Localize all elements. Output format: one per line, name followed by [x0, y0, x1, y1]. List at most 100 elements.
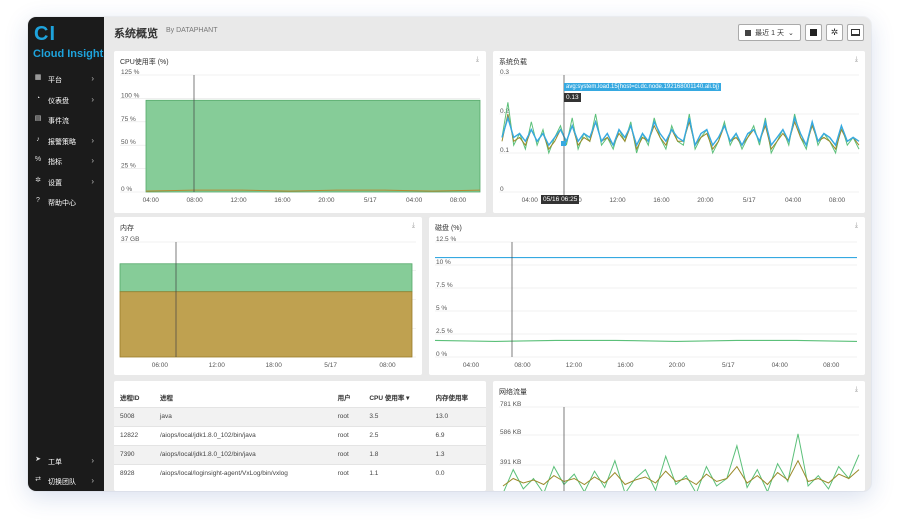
table-row[interactable]: 5008 java root 3.5 13.0	[114, 406, 486, 426]
sidebar-item-percent[interactable]: % 指标 ›	[28, 151, 104, 171]
y-tick-label: 586 KB	[500, 429, 521, 436]
table-row[interactable]: 7390/aiops/local/jdk1.8.0_102/bin/java ro…	[114, 444, 486, 464]
chevron-right-icon: ›	[91, 456, 94, 465]
gear-icon: ✲	[830, 27, 839, 37]
table-row[interactable]: 8928/aiops/local/loginsight-agent/VxLog/…	[114, 463, 486, 483]
sidebar-item-help[interactable]: ? 帮助中心	[28, 192, 104, 212]
sidebar-item-bell[interactable]: ♪ 报警策略 ›	[28, 131, 104, 151]
table-cell: root	[331, 444, 364, 464]
load-chart[interactable]: 0.3 0.2 0.1 0 04:00 08:00 12:00 16:00 20:00 5/17 0…	[493, 51, 865, 213]
dashboard-icon: ◔	[35, 94, 41, 102]
sidebar-item-calendar[interactable]: ▤ 事件流	[28, 110, 104, 130]
download-icon[interactable]: ⤓	[854, 222, 858, 229]
table-cell: 13.0	[429, 406, 486, 426]
sidebar-item-label: 切换团队	[48, 479, 76, 486]
series-load.15	[501, 115, 860, 148]
sidebar-item-dashboard[interactable]: ◔ 仪表盘 ›	[28, 90, 104, 110]
x-tick-label: 5/17	[722, 362, 735, 369]
download-icon[interactable]: ⤓	[854, 386, 858, 393]
memory-panel: 内存 ⤓ 37 GB28 GB19 GB9 GB0 B06:0012:0018:…	[114, 217, 422, 375]
table-cell: java	[153, 406, 332, 426]
x-tick-label: 16:00	[653, 197, 670, 204]
sidebar-item-gear[interactable]: ✲ 设置 ›	[28, 172, 104, 192]
panel-title: 系统负载	[499, 59, 527, 66]
table-cell: 1.8	[363, 444, 430, 464]
table-cell: /aiops/local/loginsight-agent/VxLog/bin/…	[153, 463, 332, 483]
x-tick-label: 08:00	[823, 362, 840, 369]
series-out	[502, 459, 860, 487]
square-icon	[810, 29, 817, 36]
y-tick-label: 0.2	[500, 108, 509, 115]
fullscreen-button[interactable]	[805, 24, 822, 41]
download-icon[interactable]: ⤓	[854, 56, 858, 63]
y-tick-label: 0 %	[436, 351, 447, 358]
help-icon: ?	[36, 197, 40, 204]
y-tick-label: 391 KB	[500, 459, 521, 466]
table-cell: 12822	[114, 425, 154, 445]
time-range-dropdown[interactable]: 最近 1 天 ⌄	[738, 24, 801, 41]
table-cell: 7390	[114, 444, 154, 464]
x-tick-label: 20:00	[697, 197, 714, 204]
memory-chart[interactable]: 37 GB28 GB19 GB9 GB0 B06:0012:0018:005/1…	[114, 217, 422, 375]
sidebar-item-grid[interactable]: ▦ 平台 ›	[28, 69, 104, 89]
x-tick-label: 12:00	[230, 197, 247, 204]
x-tick-label: 08:00	[450, 197, 467, 204]
gear-icon: ✲	[35, 176, 41, 184]
sidebar-item-label: 工单	[48, 459, 62, 466]
x-tick-label: 18:00	[266, 362, 283, 369]
table-cell: 0.0	[429, 463, 486, 483]
table-cell: root	[331, 425, 364, 445]
table-cell: 1.3	[429, 444, 486, 464]
panel-title: 内存	[120, 225, 134, 232]
x-tick-label: 12:00	[609, 197, 626, 204]
sidebar-item-label: 事件流	[48, 118, 69, 125]
sidebar-item-label: 仪表盘	[48, 97, 69, 105]
sidebar-item-switch[interactable]: ⇄ 切换团队 ›	[28, 471, 104, 491]
sidebar-item-label: 指标	[48, 159, 62, 166]
free-memory-area	[119, 263, 413, 293]
panel-title: 网络流量	[499, 389, 527, 396]
sidebar-item-label: 报警策略	[48, 138, 76, 146]
bell-icon: ♪	[36, 135, 40, 143]
calendar-icon	[745, 29, 752, 36]
process-table: 进程ID 进程 用户 CPU 使用率 ▾ 内存使用率 5008 java root 3.5 13…	[114, 387, 486, 483]
chevron-right-icon: ›	[91, 476, 94, 485]
column-header[interactable]: CPU 使用率 ▾	[369, 394, 410, 402]
y-tick-label: 100 %	[121, 92, 140, 99]
sidebar-item-send[interactable]: ➤ 工单 ›	[28, 451, 104, 471]
x-tick-label: 08:00	[514, 362, 531, 369]
app-window: CI Cloud Insight ▦ 平台 › ◔ 仪表盘 › ▤ 事件流 ♪ 报警策略 ›% 指标 ›…	[28, 17, 871, 491]
settings-button[interactable]: ✲	[826, 24, 843, 41]
x-tick-label: 04:00	[522, 197, 539, 204]
sidebar-item-label: 平台	[48, 77, 62, 84]
chevron-right-icon: ›	[91, 94, 94, 104]
download-icon[interactable]: ⤓	[411, 222, 415, 229]
user-line	[145, 189, 481, 192]
x-tick-label: 5/17	[364, 197, 377, 204]
table-cell: 1.1	[363, 463, 430, 483]
calendar-icon: ▤	[34, 115, 42, 122]
network-chart[interactable]: 781 KB 586 KB 391 KB	[493, 381, 865, 491]
monitor-button[interactable]	[847, 24, 864, 41]
download-icon[interactable]: ⤓	[475, 56, 479, 63]
chevron-right-icon: ›	[91, 74, 94, 83]
x-tick-label: 16:00	[617, 362, 634, 369]
y-tick-label: 0 %	[121, 186, 132, 193]
y-tick-label: 75 %	[121, 116, 136, 123]
x-tick-label: 04:00	[785, 197, 802, 204]
page-title: 系统概览	[114, 28, 158, 40]
percent-icon: %	[34, 156, 42, 163]
table-row[interactable]: 12822/aiops/local/jdk1.8.0_102/bin/java r…	[114, 425, 486, 445]
x-tick-label: 5/17	[324, 362, 337, 369]
y-tick-label: 0	[500, 186, 504, 193]
chevron-right-icon: ›	[91, 156, 94, 165]
cpu-chart[interactable]: 125 % 100 % 75 % 50 % 25 % 0 % 04:00 08:00 12:00…	[114, 51, 486, 213]
x-tick-label: 08:00	[829, 197, 846, 204]
disk-chart[interactable]: 12.5 % 10 % 7.5 % 5 % 2.5 % 0 % 04:00 08:00 12:0…	[429, 217, 865, 375]
table-cell: 3.5	[363, 406, 430, 426]
series-disk2	[434, 339, 858, 342]
x-tick-label: 08:00	[186, 197, 203, 204]
x-tick-label: 04:00	[463, 362, 480, 369]
logo[interactable]: CI	[34, 23, 56, 45]
app-name: Cloud Insight	[33, 48, 104, 60]
